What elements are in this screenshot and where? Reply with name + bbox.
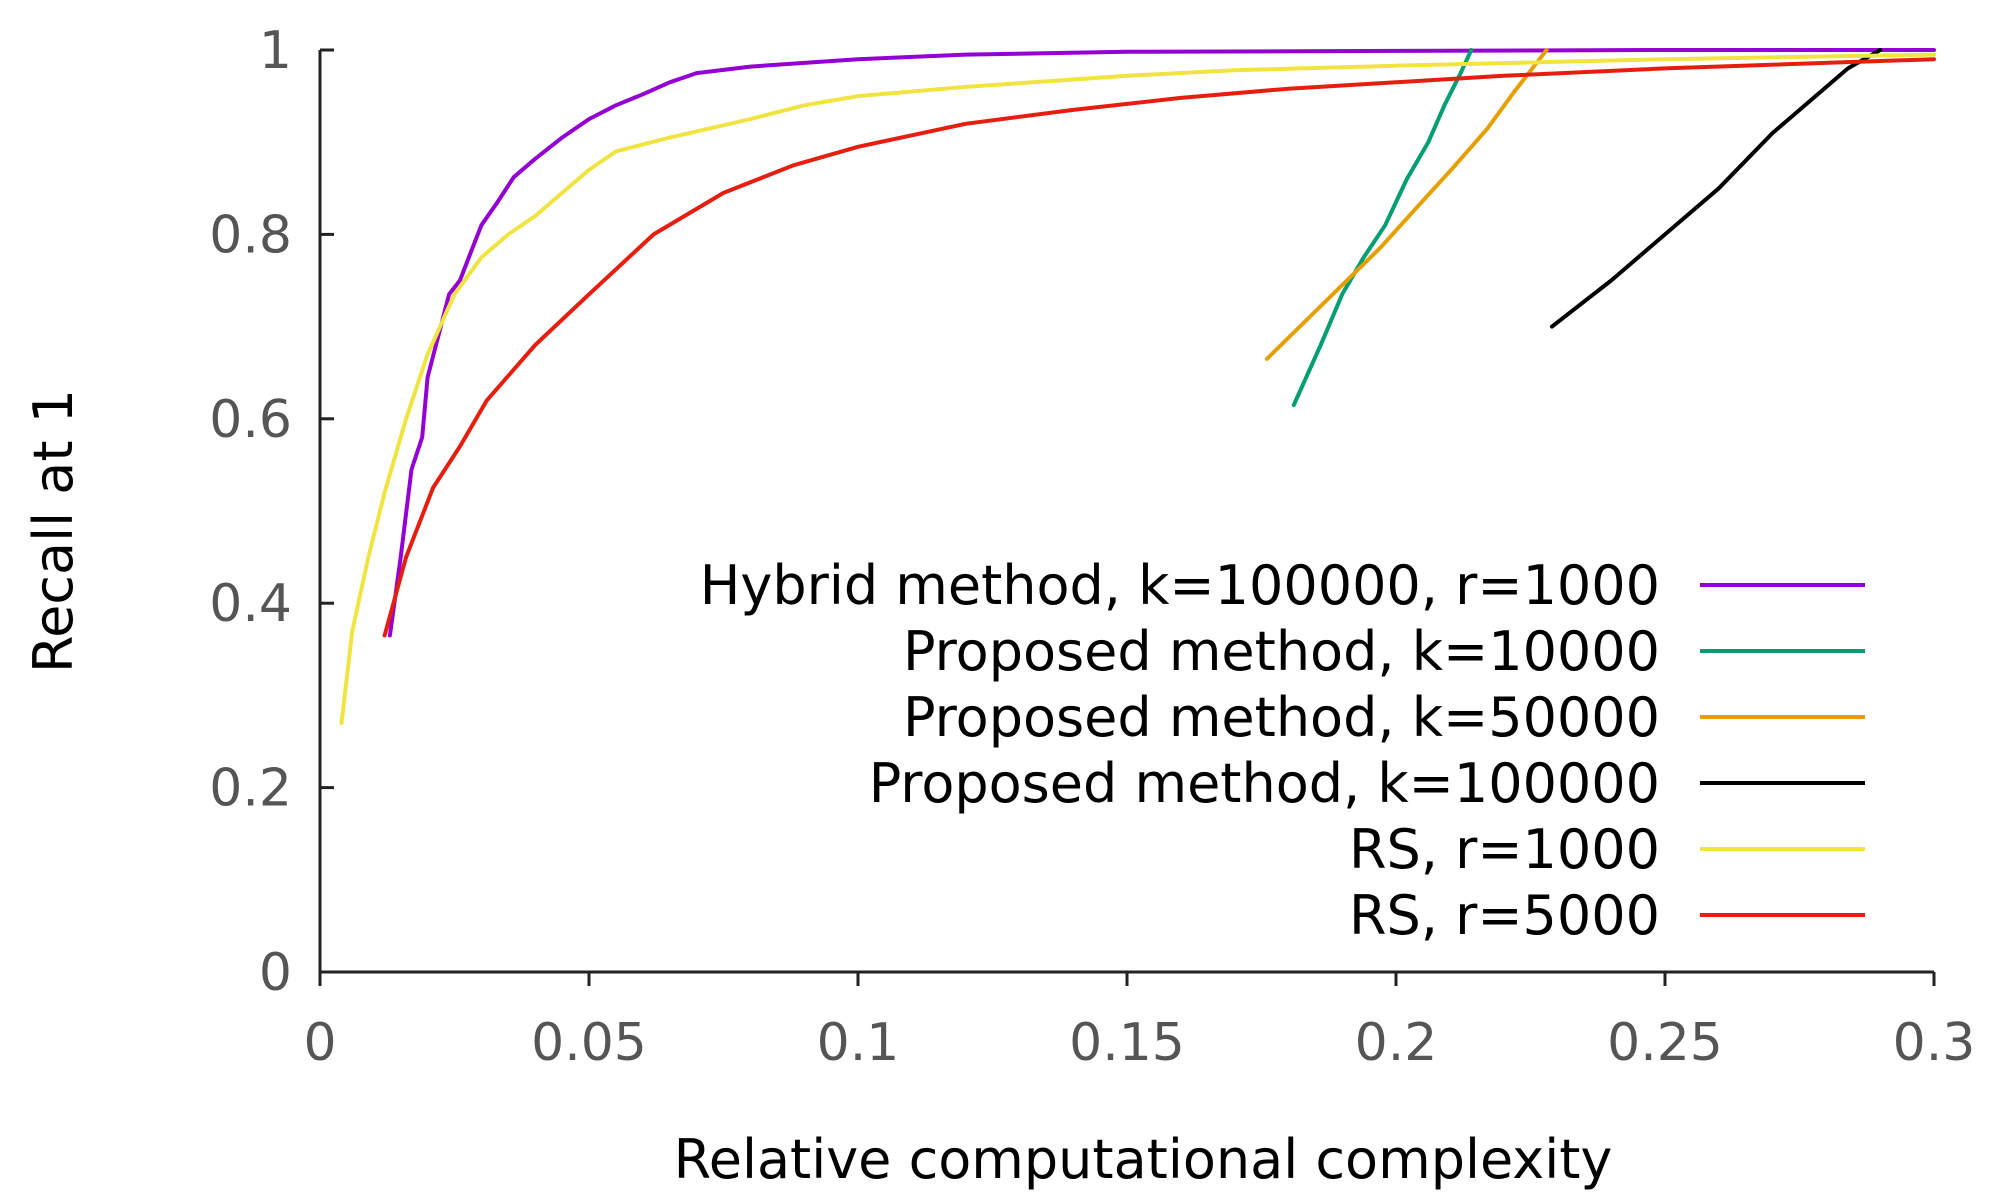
legend-label: RS, r=1000	[1349, 818, 1660, 881]
y-tick-label: 0.6	[209, 390, 292, 450]
plot-area	[339, 48, 1936, 726]
x-tick-label: 0.2	[1355, 1013, 1438, 1073]
legend-label: Proposed method, k=50000	[903, 686, 1660, 749]
legend-item: RS, r=5000	[1349, 884, 1865, 947]
y-axis-ticks: 0 0.2 0.4 0.6 0.8 1	[209, 21, 334, 1003]
axis-frame	[318, 50, 1934, 974]
series-line-4	[1550, 48, 1883, 329]
y-axis-title: Recall at 1	[22, 389, 85, 673]
x-tick-label: 0.3	[1893, 1013, 1976, 1073]
legend-item: Proposed method, k=100000	[869, 752, 1865, 815]
x-tick-label: 0.25	[1607, 1013, 1723, 1073]
legend-item: RS, r=1000	[1349, 818, 1865, 881]
legend-label: Hybrid method, k=100000, r=1000	[700, 554, 1660, 617]
axes	[318, 50, 1934, 974]
x-axis-ticks: 0 0.05 0.1 0.15 0.2 0.25 0.3	[303, 972, 1975, 1073]
legend-item: Proposed method, k=50000	[903, 686, 1865, 749]
legend-label: Proposed method, k=100000	[869, 752, 1660, 815]
y-tick-label: 1	[259, 21, 292, 81]
legend-label: Proposed method, k=10000	[903, 620, 1660, 683]
legend-item: Proposed method, k=10000	[903, 620, 1865, 683]
x-tick-label: 0	[303, 1013, 336, 1073]
series-line-3	[1264, 48, 1549, 361]
legend-label: RS, r=5000	[1349, 884, 1660, 947]
y-tick-label: 0.4	[209, 574, 292, 634]
series-line-2	[1291, 48, 1474, 407]
legend: Hybrid method, k=100000, r=1000Proposed …	[700, 554, 1865, 947]
series-line-6	[382, 57, 1936, 638]
series-line-1	[387, 48, 1936, 638]
y-tick-label: 0.8	[209, 205, 292, 265]
y-tick-label: 0.2	[209, 759, 292, 819]
x-tick-label: 0.15	[1069, 1013, 1185, 1073]
x-axis-title: Relative computational complexity	[674, 1128, 1613, 1191]
y-tick-label: 0	[259, 943, 292, 1003]
series-line-5	[339, 52, 1936, 726]
legend-item: Hybrid method, k=100000, r=1000	[700, 554, 1865, 617]
x-tick-label: 0.05	[531, 1013, 647, 1073]
x-tick-label: 0.1	[817, 1013, 900, 1073]
